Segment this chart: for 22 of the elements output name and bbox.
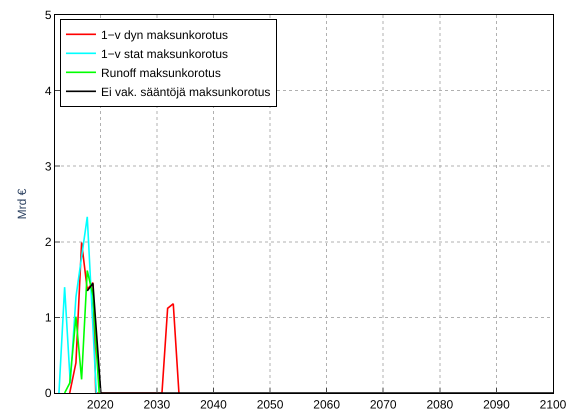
line-series [64,270,100,393]
x-tick-label: 2050 [256,397,284,412]
legend-label: 1−v stat maksunkorotus [100,46,228,61]
y-tick-label: 0 [44,386,52,400]
line-series [58,216,98,393]
y-tick-label: 1 [44,310,52,325]
y-tick-label: 4 [44,84,52,98]
legend-label: Ei vak. sääntöjä maksunkorotus [100,84,270,99]
x-tick-label: 2070 [370,397,397,412]
legend-label: 1−v dyn maksunkorotus [100,28,228,42]
x-tick-label: 2060 [313,397,340,412]
y-tick-label: 3 [44,159,52,174]
legend-label: Runoff maksunkorotus [100,66,221,80]
y-tick-label: 5 [44,8,52,22]
x-tick-label: 2090 [483,397,510,412]
y-tick-label: 2 [44,235,52,249]
x-tick-label: 2040 [200,397,228,412]
x-tick-label: 2100 [540,397,567,412]
x-tick-label: 2080 [426,397,454,412]
x-tick-label: 2030 [144,397,171,412]
y-axis-title: Mrd € [15,188,30,220]
x-tick-label: 2020 [86,397,114,412]
